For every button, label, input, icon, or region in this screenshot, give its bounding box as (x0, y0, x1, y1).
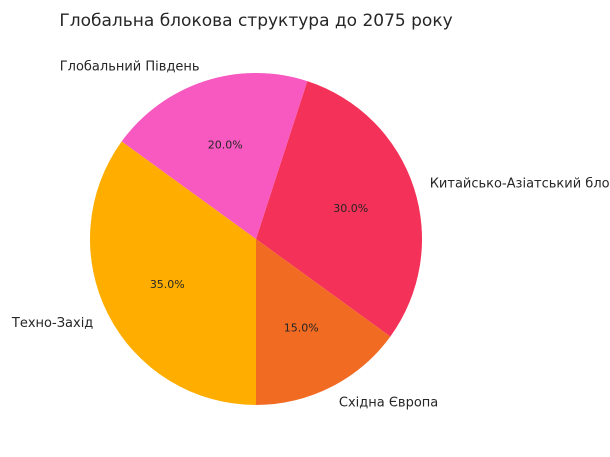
slice-percent-3: 20.0% (208, 138, 243, 151)
slice-label-2: Техно-Захід (11, 316, 93, 331)
pie-labels: 30.0% Китайсько-Азіатський блок 15.0% Східн… (11, 59, 610, 410)
slice-label-3: Глобальний Південь (60, 59, 200, 74)
slice-percent-2: 35.0% (150, 278, 185, 291)
pie-slices (89, 72, 423, 405)
slice-percent-1: 15.0% (284, 322, 319, 335)
pie-slice-1 (256, 239, 391, 405)
pie-slice-3 (121, 72, 308, 239)
slice-label-1: Східна Європа (339, 396, 438, 411)
slice-percent-0: 30.0% (333, 202, 368, 215)
slice-label-0: Китайсько-Азіатський блок (430, 177, 610, 192)
pie-slice-2 (89, 141, 256, 405)
chart-title: Глобальна блокова структура до 2075 року (59, 11, 452, 31)
pie-slice-0 (256, 81, 423, 337)
